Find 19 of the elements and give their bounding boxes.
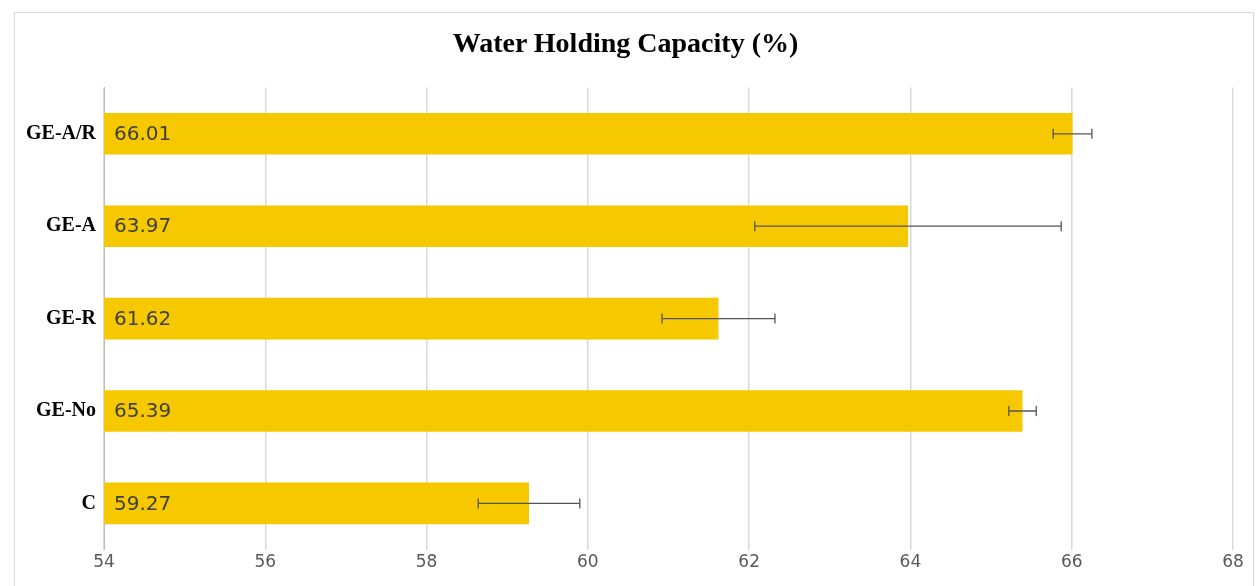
x-tick-label: 58 <box>415 551 438 572</box>
x-tick-label: 66 <box>1060 551 1083 572</box>
data-label: 66.01 <box>114 121 172 145</box>
data-label: 59.27 <box>114 490 172 515</box>
chart-title: Water Holding Capacity (%) <box>452 27 799 59</box>
y-tick-label: C <box>81 490 96 513</box>
x-tick-label: 68 <box>1222 551 1244 572</box>
data-label: 61.62 <box>114 305 172 330</box>
y-tick-label: GE-R <box>46 305 97 328</box>
y-tick-label: GE-A/R <box>26 120 97 143</box>
x-tick-label: 60 <box>577 551 599 572</box>
x-tick-label: 54 <box>93 551 115 572</box>
x-tick-label: 62 <box>738 551 760 572</box>
x-tick-label: 64 <box>899 551 922 572</box>
y-tick-label: GE-A <box>46 213 97 236</box>
y-tick-label: GE-No <box>36 398 96 421</box>
x-tick-label: 56 <box>254 551 277 572</box>
data-label: 63.97 <box>114 213 172 238</box>
data-label: 65.39 <box>114 398 172 423</box>
